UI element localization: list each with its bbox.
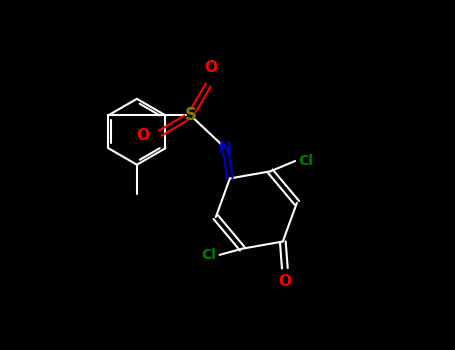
Text: Cl: Cl — [298, 154, 313, 168]
Text: O: O — [136, 128, 149, 143]
Text: O: O — [205, 60, 217, 75]
Text: Cl: Cl — [202, 248, 216, 262]
Text: O: O — [278, 274, 291, 289]
Text: S: S — [184, 106, 197, 124]
Text: N: N — [219, 141, 232, 156]
